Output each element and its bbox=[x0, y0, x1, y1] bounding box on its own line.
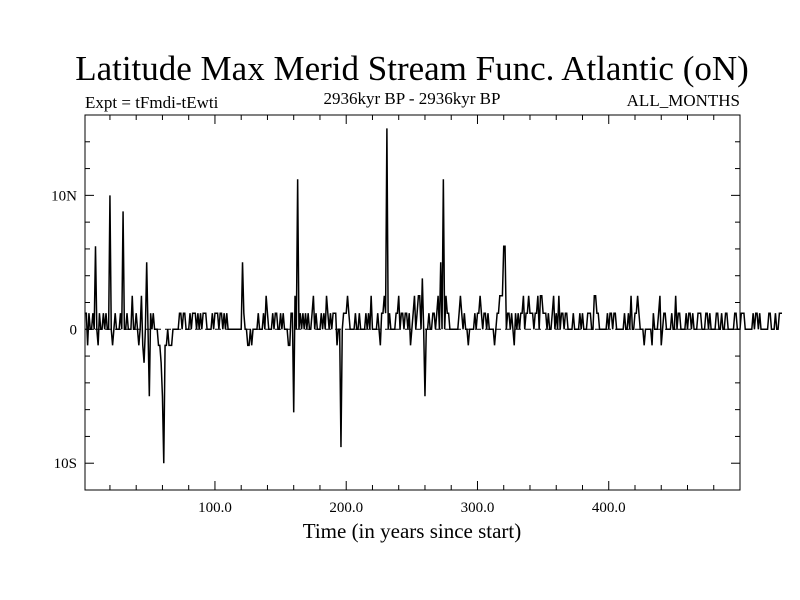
series-line bbox=[85, 128, 782, 464]
plot-frame bbox=[84, 114, 741, 491]
time-range-label: 2936kyr BP - 2936kyr BP bbox=[324, 89, 501, 108]
y-tick-label: 10N bbox=[51, 188, 77, 204]
chart-title: Latitude Max Merid Stream Func. Atlantic… bbox=[75, 49, 749, 88]
x-tick-label: 400.0 bbox=[592, 500, 626, 516]
y-tick-label: 10S bbox=[54, 456, 77, 472]
experiment-label: Expt = tFmdi-tEwti bbox=[85, 93, 219, 112]
plot-area: 10N 0 10S 100.0 200.0 300.0 400.0 bbox=[51, 114, 782, 516]
months-label: ALL_MONTHS bbox=[627, 91, 740, 110]
y-tick-label: 0 bbox=[70, 322, 78, 338]
x-tick-label: 200.0 bbox=[329, 500, 363, 516]
x-tick-label: 300.0 bbox=[461, 500, 495, 516]
x-axis-label: Time (in years since start) bbox=[303, 519, 522, 543]
x-tick-label: 100.0 bbox=[198, 500, 232, 516]
